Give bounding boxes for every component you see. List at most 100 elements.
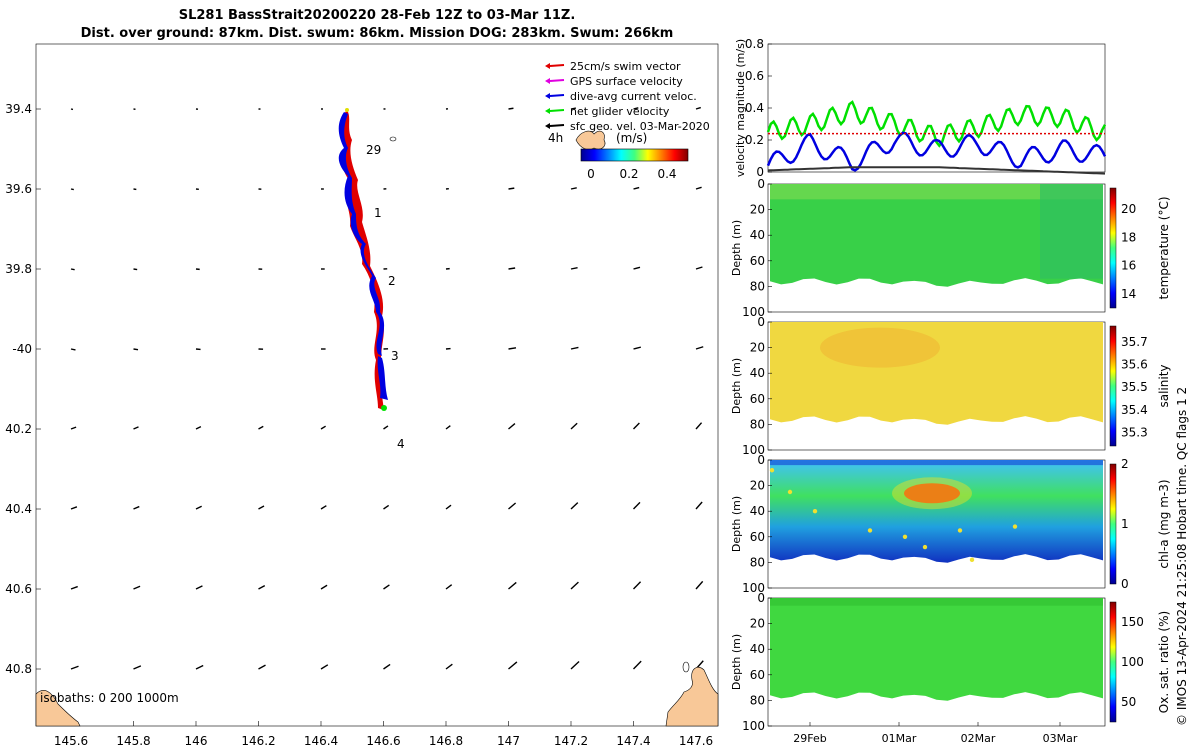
map-y-tick-label: 40.4 [5,502,32,516]
colorbar-tick-label: 0.2 [619,167,638,181]
green-arrow [549,109,565,112]
section-y-tick-label: 60 [750,530,765,544]
geo-velocity-arrow [632,660,642,670]
geo-velocity-arrow [133,348,139,351]
geo-velocity-arrow [570,660,580,670]
map-title-line1: SL281 BassStrait20200220 28-Feb 12Z to 0… [178,8,576,23]
geo-velocity-arrow [133,665,142,670]
geo-velocity-arrow [320,505,327,510]
section-data-field [770,322,1103,425]
section-y-tick-label: 80 [750,279,765,293]
day-label: 2 [388,274,396,288]
velocity-y-tick-label: 0.6 [745,69,764,83]
geo-velocity-arrow [508,267,516,270]
footer-credit: © IMOS 13-Apr-2024 21:25:08 Hobart time.… [1175,387,1189,726]
map-x-tick-label: 145.6 [54,734,88,748]
geo-velocity-arrow [195,585,203,590]
velocity-y-ticks: 0 0.2 0.4 0.6 0.8 [745,37,772,179]
section-y-tick-label: 0 [757,453,765,467]
surface-oxygen-band [770,598,1103,606]
geo-velocity-arrow [570,422,578,430]
legend-label: dive-avg current veloc. [570,90,697,103]
blue-arrow [549,94,565,97]
section-colorbar [1109,601,1117,723]
legend-arrowhead [545,63,550,69]
legend-label: sfc geo. vel. 03-Mar-2020 [570,120,710,133]
map-x-tick-label: 145.8 [116,734,150,748]
map-x-tick-label: 147.4 [616,734,650,748]
geo-velocity-arrow [195,426,202,430]
section-y-tick-label: 20 [750,341,765,355]
day-label: 1 [374,206,382,220]
geo-velocity-arrow [70,188,74,191]
geo-velocity-arrow [570,581,579,590]
warm-surface-layer [770,184,1103,200]
section-y-tick-label: 100 [742,305,765,319]
geo-velocity-arrow [258,664,266,670]
geo-velocity-arrow [508,581,517,590]
temperature-panel: 0 20 40 60 80 100 Depth (m) 14 16 18 20 temperature… [730,177,1171,319]
map-panel: 145.6 145.8 146 146.2 146.4 146.6 146.8 147 147.… [5,43,719,748]
geo-velocity-arrow [195,664,204,670]
section-y-tick-label: 0 [757,315,765,329]
geo-velocity-arrow [133,585,141,590]
colorbar-tick-label: 35.5 [1121,380,1148,394]
geo-velocity-arrow [508,347,517,350]
map-x-tick-label: 146.6 [366,734,400,748]
geo-velocity-arrow [445,584,453,590]
chl-maximum-patch [904,483,960,504]
geo-velocity-arrow [695,580,704,590]
map-legend: 25cm/s swim vector GPS surface velocity di… [545,60,710,133]
section-y-tick-label: 20 [750,617,765,631]
geo-velocity-arrow [695,501,703,510]
red-arrow [549,64,565,67]
chl-sample-dot [812,509,818,514]
geo-velocity-arrow [320,664,329,670]
geo-velocity-arrow [258,505,265,510]
colorbar-tick-label: 0.4 [657,167,676,181]
time-x-ticks: 29Feb 01Mar 02Mar 03Mar [793,722,1078,745]
chl-maximum-halo [892,477,972,510]
geo-velocity-arrow [195,505,202,510]
colorbar-tick-label: 20 [1121,202,1136,216]
section-y-tick-label: 40 [750,366,765,380]
hours-label: 4h [548,131,563,145]
geo-velocity-arrow [445,504,452,510]
geo-velocity-arrow [320,425,326,430]
section-colorbar-label: temperature (°C) [1157,197,1171,300]
map-y-tick-label: -40 [12,342,32,356]
velocity-y-tick-label: 0.8 [745,37,764,51]
geo-velocity-arrow [70,665,79,670]
section-y-tick-label: 40 [750,504,765,518]
land-east [665,667,719,727]
geo-velocity-arrow [633,186,640,190]
colorbar-tick-label: 16 [1121,259,1136,273]
magenta-arrow [549,79,565,82]
geo-velocity-arrow [570,187,577,190]
section-colorbar [1109,187,1117,309]
chl-sample-dot [787,489,793,495]
section-colorbar-label: Ox. sat. ratio (%) [1157,611,1171,713]
dive-avg-current-line [766,131,1107,172]
time-x-tick-label: 02Mar [961,732,996,745]
legend-arrowhead [545,123,550,129]
map-x-tick-label: 147 [497,734,520,748]
map-x-tick-label: 147.2 [554,734,588,748]
time-x-tick-label: 29Feb [793,732,826,745]
track-start-marker [345,108,349,112]
salinity-panel: 0 20 40 60 80 100 Depth (m) 35.3 35.4 35.5 35.6 35.… [730,315,1171,457]
map-x-tick-label: 147.6 [679,734,713,748]
section-y-tick-label: 60 [750,254,765,268]
section-y-tick-label: 100 [742,719,765,733]
dive-avg-current-swath [338,112,385,356]
section-y-tick-label: 60 [750,392,765,406]
velocity-y-tick-label: 0.2 [745,133,764,147]
time-x-tick-label: 03Mar [1043,732,1078,745]
map-x-tick-label: 146.8 [429,734,463,748]
saltier-water-patch [820,327,940,368]
geo-velocity-arrow [570,266,578,270]
geo-velocity-arrow [70,506,78,510]
chl-a-panel: 0 20 40 60 80 100 Depth (m) 0 1 2 chl-a (mg m-3) [730,453,1171,595]
